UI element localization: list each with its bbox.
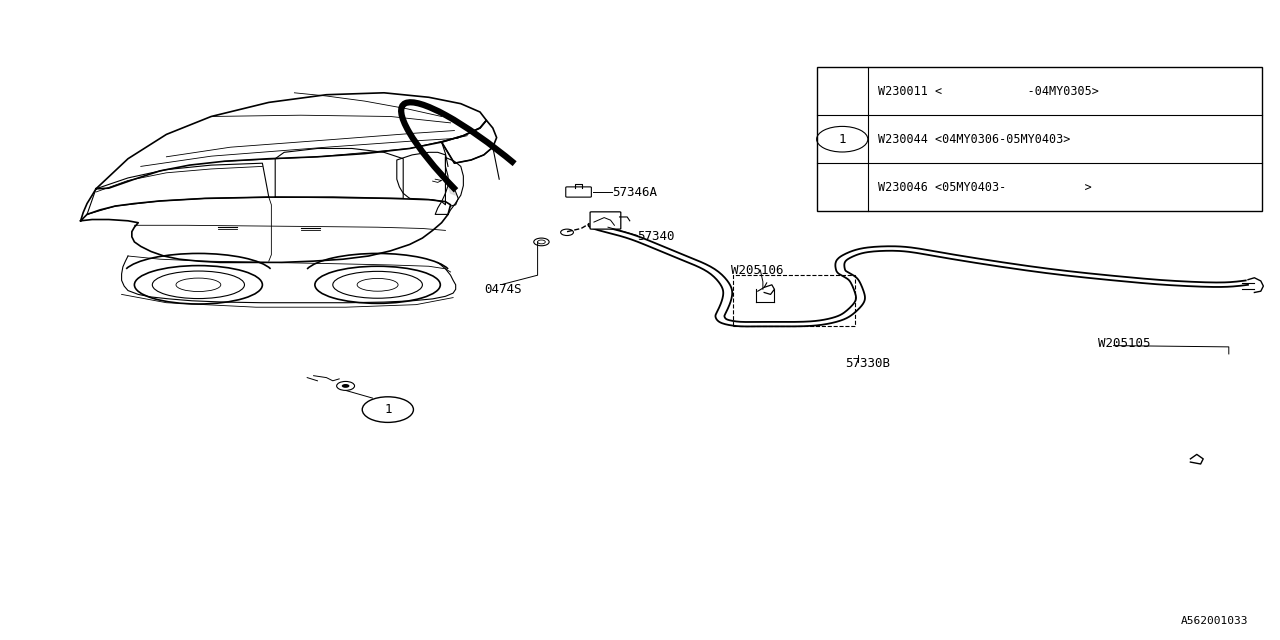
Text: W205105: W205105 — [1098, 337, 1151, 349]
Text: 1: 1 — [838, 132, 846, 146]
Text: 57346A: 57346A — [613, 186, 658, 198]
FancyBboxPatch shape — [590, 212, 621, 229]
Bar — [733, 275, 855, 326]
FancyBboxPatch shape — [566, 187, 591, 197]
Circle shape — [534, 238, 549, 246]
Bar — [817, 67, 1262, 211]
Text: W230044 <04MY0306-05MY0403>: W230044 <04MY0306-05MY0403> — [878, 132, 1070, 146]
Text: W205106: W205106 — [731, 264, 783, 276]
Text: 1: 1 — [384, 403, 392, 416]
Text: 0474S: 0474S — [484, 284, 521, 296]
Text: 57330B: 57330B — [845, 357, 890, 370]
Text: 57340: 57340 — [637, 230, 675, 243]
Text: W230011 <            -04MY0305>: W230011 < -04MY0305> — [878, 84, 1100, 98]
Polygon shape — [448, 186, 456, 195]
Text: W230046 <05MY0403-           >: W230046 <05MY0403- > — [878, 180, 1092, 194]
Text: A562001033: A562001033 — [1180, 616, 1248, 626]
Circle shape — [342, 384, 349, 388]
Circle shape — [337, 381, 355, 390]
